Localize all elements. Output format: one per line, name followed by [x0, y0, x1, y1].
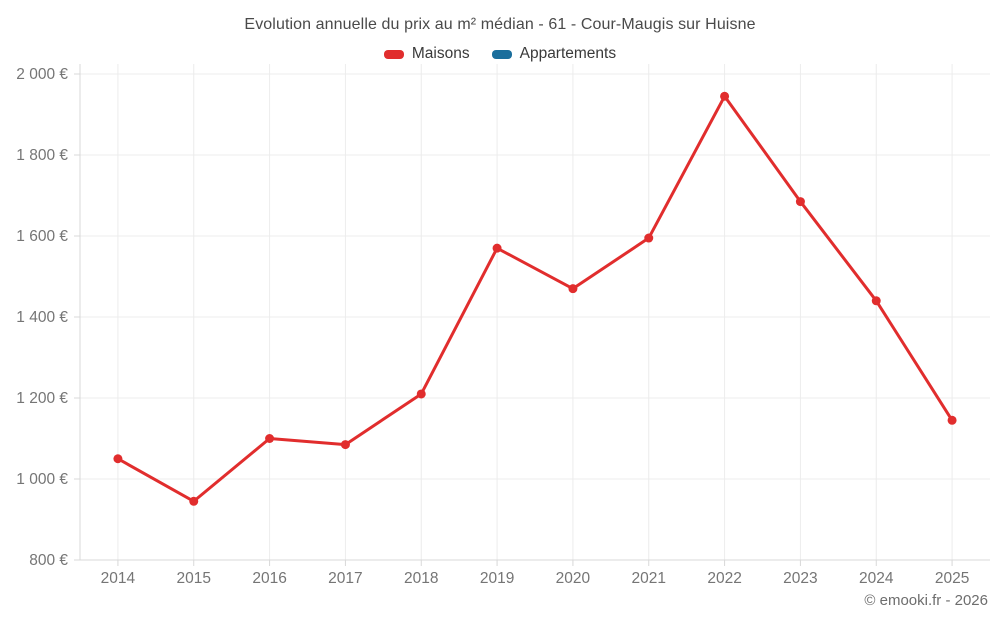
data-point-2022[interactable]	[720, 91, 730, 101]
x-tick-label: 2020	[556, 570, 591, 587]
chart-legend: Maisons Appartements	[0, 44, 1000, 64]
y-tick-label: 2 000 €	[16, 66, 68, 83]
series-maisons	[113, 91, 957, 506]
data-point-2024[interactable]	[871, 296, 881, 306]
data-point-2019[interactable]	[492, 243, 502, 253]
x-tick-label: 2021	[632, 570, 666, 587]
chart-title: Evolution annuelle du prix au m² médian …	[244, 16, 756, 33]
x-tick-label: 2018	[404, 570, 438, 587]
data-point-2017[interactable]	[340, 440, 350, 450]
data-point-2020[interactable]	[568, 284, 578, 294]
y-tick-label: 1 600 €	[16, 228, 68, 245]
data-point-2025[interactable]	[947, 415, 957, 425]
data-point-2014[interactable]	[113, 454, 123, 464]
y-tick-label: 1 800 €	[16, 147, 68, 164]
x-tick-label: 2015	[177, 570, 211, 587]
legend-swatch-icon	[491, 49, 512, 59]
x-tick-label: 2014	[101, 570, 136, 587]
x-axis-labels: 2014 2015 2016 2017 2018 2019 2020 2021 2022 2023…	[101, 570, 970, 587]
x-tick-label: 2019	[480, 570, 514, 587]
legend-item-appartements[interactable]: Appartements	[491, 45, 617, 63]
data-point-2016[interactable]	[265, 434, 275, 443]
x-tick-label: 2017	[328, 570, 362, 587]
data-point-2018[interactable]	[416, 389, 426, 399]
legend-swatch-icon	[383, 49, 404, 59]
x-tick-label: 2022	[707, 570, 741, 587]
y-tick-label: 1 000 €	[16, 471, 68, 488]
x-tick-label: 2025	[935, 570, 969, 587]
data-point-2015[interactable]	[189, 496, 199, 506]
data-point-2023[interactable]	[795, 197, 805, 207]
legend-label: Maisons	[411, 45, 470, 62]
data-point-2021[interactable]	[644, 233, 654, 243]
y-axis-labels: 800 € 1 000 € 1 200 € 1 400 € 1 600 € 1 800 €…	[16, 66, 68, 569]
x-tick-label: 2016	[252, 570, 286, 587]
y-gridlines	[80, 73, 990, 480]
legend-label: Appartements	[519, 45, 617, 62]
y-tick-label: 1 400 €	[16, 309, 68, 326]
legend-item-maisons[interactable]: Maisons	[383, 45, 470, 63]
x-gridlines	[117, 64, 953, 566]
x-tick-label: 2024	[859, 570, 894, 587]
axis-lines	[74, 64, 990, 561]
y-tick-label: 800 €	[29, 552, 68, 569]
y-tick-label: 1 200 €	[16, 390, 68, 407]
x-tick-label: 2023	[783, 570, 817, 587]
copyright-watermark: © emooki.fr - 2026	[864, 592, 988, 609]
